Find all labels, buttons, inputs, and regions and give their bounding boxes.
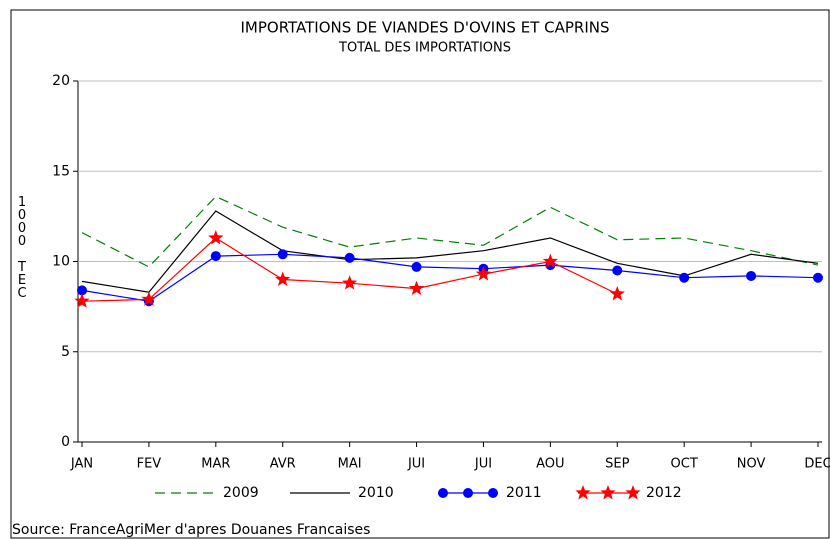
series-line	[81, 253, 819, 302]
legend-label: 2009	[223, 485, 259, 501]
legend-label: 2011	[506, 485, 542, 501]
y-tick-label: 0	[61, 434, 70, 450]
data-point	[74, 293, 90, 308]
data-point	[77, 285, 87, 296]
y-tick-label: 15	[52, 163, 70, 179]
x-tick-label: MAI	[338, 457, 362, 472]
data-point	[475, 266, 492, 281]
data-point	[411, 261, 422, 272]
y-tick-label: 5	[61, 344, 70, 360]
legend-marker	[463, 488, 473, 498]
data-point	[408, 280, 425, 295]
x-tick-label: JAN	[70, 457, 93, 472]
data-point	[210, 251, 221, 262]
legend-label: 2010	[358, 485, 394, 501]
legend-marker	[600, 485, 616, 500]
legend-marker	[575, 485, 591, 500]
y-tick-label: 20	[52, 73, 70, 89]
x-tick-label: SEP	[605, 457, 629, 472]
data-point	[609, 286, 625, 301]
data-point	[275, 271, 291, 286]
y-axis-label: 1000 TEC	[15, 195, 30, 299]
legend-marker	[625, 485, 641, 500]
legend-marker	[438, 488, 448, 498]
series-line	[81, 195, 819, 268]
x-tick-label: AOU	[536, 457, 564, 472]
data-point	[746, 270, 757, 281]
x-tick-label: MAR	[201, 457, 230, 472]
x-tick-label: FEV	[137, 457, 162, 472]
data-point	[612, 265, 623, 276]
legend-label: 2012	[646, 485, 682, 501]
source: Source: FranceAgriMer d'apres Douanes Fr…	[12, 522, 370, 538]
frame	[10, 9, 830, 539]
x-tick-label: DEC	[804, 457, 830, 472]
x-tick-label: OCT	[671, 457, 698, 472]
x-tick-label: JUI	[474, 457, 492, 472]
chart-title: IMPORTATIONS DE VIANDES D'OVINS ET CAPRI…	[240, 19, 609, 37]
x-tick-label: JUI	[407, 457, 425, 472]
series-line	[81, 210, 819, 293]
data-point	[277, 249, 288, 260]
data-point	[342, 275, 358, 290]
data-point	[813, 272, 823, 283]
data-point	[679, 272, 690, 283]
data-point	[344, 252, 355, 263]
data-point	[542, 253, 558, 268]
chart-subtitle: TOTAL DES IMPORTATIONS	[338, 41, 511, 56]
y-tick-label: 10	[52, 254, 70, 270]
legend-marker	[488, 488, 498, 498]
x-tick-label: NOV	[737, 457, 766, 472]
data-point	[208, 230, 224, 245]
x-tick-label: AVR	[270, 457, 296, 472]
data-point	[141, 291, 157, 306]
